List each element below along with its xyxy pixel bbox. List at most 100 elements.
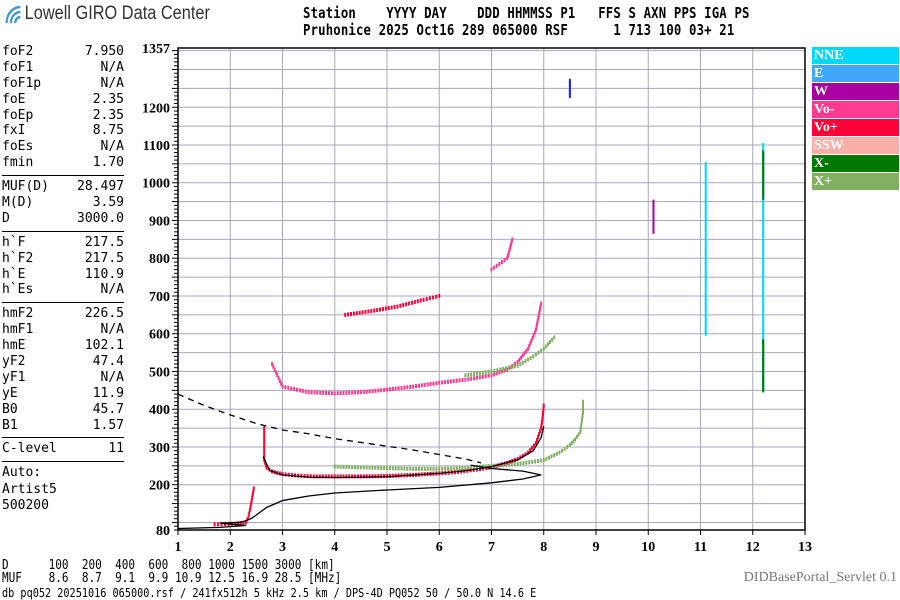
param-name: foE xyxy=(2,91,26,107)
trace-point-voplus xyxy=(330,474,333,479)
param-name: foF1p xyxy=(2,75,42,91)
trace-point-xplus xyxy=(415,466,418,471)
trace-point-vominus xyxy=(280,381,283,386)
trace-point-xplus xyxy=(534,459,537,464)
trace-point-voplus xyxy=(244,520,247,525)
param-name: h`Es xyxy=(2,282,34,298)
trace-point-nne xyxy=(762,283,765,288)
trace-point-voplus xyxy=(428,296,431,301)
trace-point-vominus xyxy=(441,380,444,385)
separator xyxy=(2,302,124,304)
param-row: fmin 1.70 xyxy=(2,155,124,171)
legend-item: W xyxy=(812,83,899,100)
trace-point-vominus xyxy=(478,375,481,380)
trace-point-nne xyxy=(762,202,765,207)
separator xyxy=(2,230,124,232)
trace-point-vominus xyxy=(500,369,503,374)
trace-point-xplus xyxy=(522,461,525,466)
trace-point-vominus xyxy=(420,383,423,388)
trace-point-nne xyxy=(762,307,765,312)
trace-point-xminus xyxy=(762,186,765,191)
trace-point-nne xyxy=(704,266,707,271)
trace-point-voplus xyxy=(321,474,324,479)
trace-point-xminus xyxy=(762,345,765,350)
trace-point-voplus xyxy=(336,474,339,479)
trace-point-xplus xyxy=(528,460,531,465)
trace-point-e xyxy=(568,90,571,95)
param-value: N/A xyxy=(100,369,124,385)
trace-point-voplus xyxy=(263,437,266,442)
autoscaling-info: 500200 xyxy=(2,498,49,514)
trace-point-vominus xyxy=(537,313,540,318)
param-value: 45.7 xyxy=(92,401,124,417)
param-name: B1 xyxy=(2,417,18,433)
trace-point-xplus xyxy=(513,462,516,467)
trace-point-vominus xyxy=(293,387,296,392)
trace-point-nne xyxy=(704,254,707,259)
param-row: yF2 47.4 xyxy=(2,354,124,370)
param-value: 11.9 xyxy=(92,385,124,401)
trace-point-nne xyxy=(704,176,707,181)
trace-point-voplus xyxy=(524,452,527,457)
trace-point-nne xyxy=(762,268,765,273)
trace-point-nne xyxy=(704,260,707,265)
trace-point-voplus xyxy=(519,455,522,460)
trace-point-vominus xyxy=(509,242,512,247)
trace-point-voplus xyxy=(263,448,266,453)
trace-point-xplus xyxy=(394,466,397,471)
trace-point-nne xyxy=(762,334,765,339)
trace-point-xplus xyxy=(544,344,547,349)
trace-point-vominus xyxy=(481,374,484,379)
param-row: foF2 7.950 xyxy=(2,44,124,60)
trace-point-xplus xyxy=(572,439,575,444)
trace-point-xplus xyxy=(516,363,519,368)
trace-point-nne xyxy=(704,236,707,241)
trace-point-voplus xyxy=(290,473,293,478)
trace-point-voplus xyxy=(242,520,245,525)
param-name: h`E xyxy=(2,266,26,282)
trace-point-vominus xyxy=(409,384,412,389)
trace-point-xplus xyxy=(484,464,487,469)
trace-point-nne xyxy=(762,256,765,261)
param-name: D xyxy=(2,210,10,226)
trace-point-nne xyxy=(762,289,765,294)
trace-point-xminus xyxy=(762,354,765,359)
trace-point-xplus xyxy=(478,371,481,376)
dashed-line xyxy=(177,393,482,464)
trace-point-vominus xyxy=(444,380,447,385)
trace-point-vominus xyxy=(503,368,506,373)
separator xyxy=(2,461,124,463)
trace-point-xplus xyxy=(475,465,478,470)
trace-point-xplus xyxy=(542,346,545,351)
trace-point-vominus xyxy=(345,390,348,395)
x-tick-label: 4 xyxy=(331,540,338,555)
muf-row: MUF 8.6 8.7 9.1 9.9 10.9 12.5 16.9 28.5 … xyxy=(2,571,342,586)
trace-point-voplus xyxy=(347,312,350,317)
trace-point-xplus xyxy=(417,466,420,471)
trace-point-xplus xyxy=(581,410,584,415)
x-tick-label: 3 xyxy=(279,540,286,555)
trace-point-xplus xyxy=(429,466,432,471)
trace-point-voplus xyxy=(251,492,254,497)
trace-point-xminus xyxy=(762,162,765,167)
trace-point-voplus xyxy=(284,472,287,477)
trace-point-vominus xyxy=(330,391,333,396)
trace-point-xminus xyxy=(762,348,765,353)
trace-point-nne xyxy=(704,170,707,175)
param-name: M(D) xyxy=(2,195,34,211)
trace-point-voplus xyxy=(386,474,388,479)
trace-point-vominus xyxy=(362,389,365,394)
trace-point-vominus xyxy=(388,387,391,392)
trace-point-vominus xyxy=(538,310,541,315)
trace-point-xplus xyxy=(563,446,566,451)
trace-point-nne xyxy=(704,164,707,169)
trace-point-xplus xyxy=(452,466,455,471)
trace-point-nne xyxy=(704,242,707,247)
param-value: 2.35 xyxy=(92,107,124,123)
param-row: B0 45.7 xyxy=(2,402,124,418)
param-name: C-level xyxy=(2,441,57,457)
trace-point-nne xyxy=(704,212,707,217)
trace-point-xplus xyxy=(519,461,522,466)
y-tick-label: 500 xyxy=(149,365,170,380)
trace-point-vominus xyxy=(298,388,301,393)
